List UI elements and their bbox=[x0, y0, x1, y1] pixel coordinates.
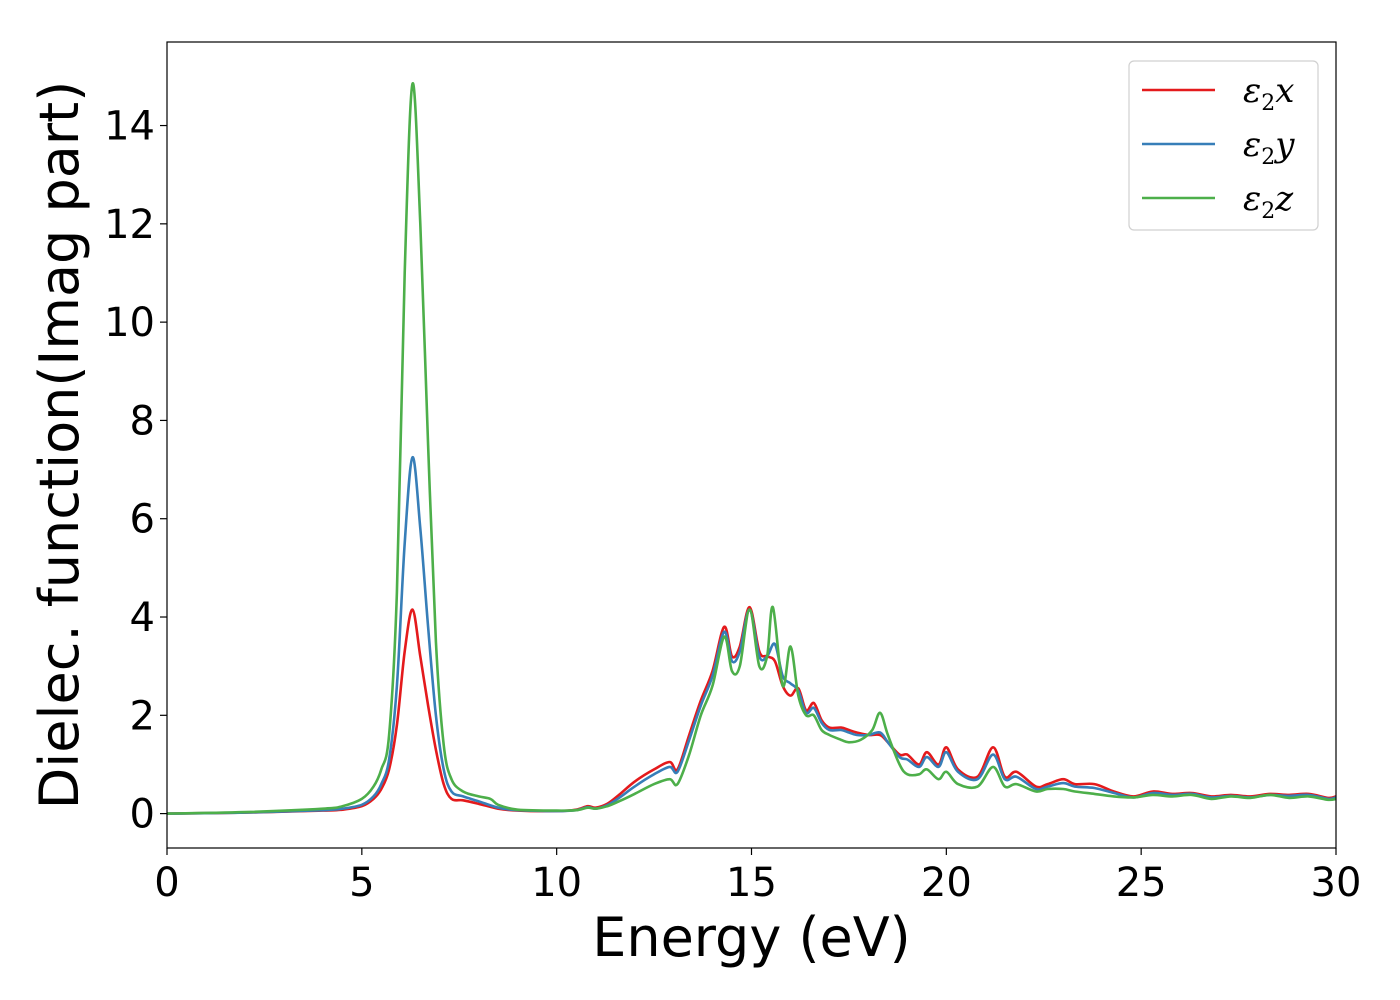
legend-label-z: ε2z bbox=[1243, 179, 1294, 224]
x-tick-label: 5 bbox=[349, 860, 374, 906]
legend-label-x: ε2x bbox=[1243, 71, 1294, 116]
y-axis-title: Dielec. function(Imag part) bbox=[28, 81, 91, 810]
series-line-x bbox=[167, 605, 1336, 815]
y-tick-label: 4 bbox=[130, 595, 155, 641]
x-axis-ticks: 0 5 10 15 20 25 30 bbox=[154, 848, 1361, 906]
x-axis-title: Energy (eV) bbox=[592, 906, 911, 969]
legend: ε2x ε2y ε2z bbox=[1128, 60, 1319, 231]
series-group bbox=[167, 82, 1336, 815]
legend-label-y: ε2y bbox=[1243, 125, 1295, 170]
y-tick-label: 8 bbox=[130, 398, 155, 444]
x-tick-label: 20 bbox=[921, 860, 972, 906]
x-tick-label: 10 bbox=[531, 860, 582, 906]
x-tick-label: 30 bbox=[1311, 860, 1362, 906]
y-tick-label: 12 bbox=[104, 202, 155, 248]
y-axis-ticks: 0 2 4 6 8 10 12 14 bbox=[104, 104, 167, 838]
y-tick-label: 2 bbox=[130, 693, 155, 739]
legend-box bbox=[1128, 60, 1319, 231]
series-line-y bbox=[167, 455, 1336, 815]
series-line-z bbox=[167, 82, 1336, 815]
x-tick-label: 0 bbox=[154, 860, 179, 906]
y-tick-label: 6 bbox=[130, 497, 155, 543]
x-tick-label: 15 bbox=[726, 860, 777, 906]
y-tick-label: 14 bbox=[104, 104, 155, 150]
x-tick-label: 25 bbox=[1116, 860, 1167, 906]
y-tick-label: 0 bbox=[130, 792, 155, 838]
y-tick-label: 10 bbox=[104, 300, 155, 346]
